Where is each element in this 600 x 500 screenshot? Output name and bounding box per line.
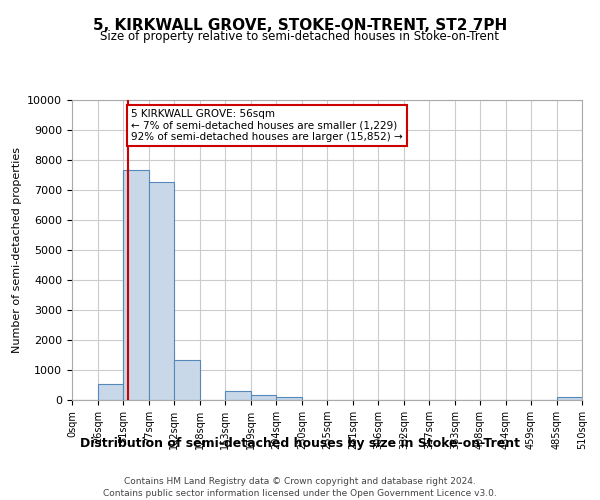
Bar: [98, 384, 123, 400]
Text: Size of property relative to semi-detached houses in Stoke-on-Trent: Size of property relative to semi-detach…: [101, 30, 499, 43]
Bar: [251, 395, 276, 400]
Text: 5 KIRKWALL GROVE: 56sqm
← 7% of semi-detached houses are smaller (1,229)
92% of : 5 KIRKWALL GROVE: 56sqm ← 7% of semi-det…: [131, 109, 403, 142]
Bar: [149, 182, 174, 400]
Bar: [557, 397, 582, 400]
Bar: [174, 360, 200, 400]
Y-axis label: Number of semi-detached properties: Number of semi-detached properties: [12, 147, 22, 353]
Text: Contains HM Land Registry data © Crown copyright and database right 2024.: Contains HM Land Registry data © Crown c…: [124, 478, 476, 486]
Bar: [123, 170, 149, 400]
Text: Contains public sector information licensed under the Open Government Licence v3: Contains public sector information licen…: [103, 489, 497, 498]
Bar: [276, 397, 302, 400]
Text: Distribution of semi-detached houses by size in Stoke-on-Trent: Distribution of semi-detached houses by …: [80, 438, 520, 450]
Text: 5, KIRKWALL GROVE, STOKE-ON-TRENT, ST2 7PH: 5, KIRKWALL GROVE, STOKE-ON-TRENT, ST2 7…: [93, 18, 507, 32]
Bar: [225, 391, 251, 400]
